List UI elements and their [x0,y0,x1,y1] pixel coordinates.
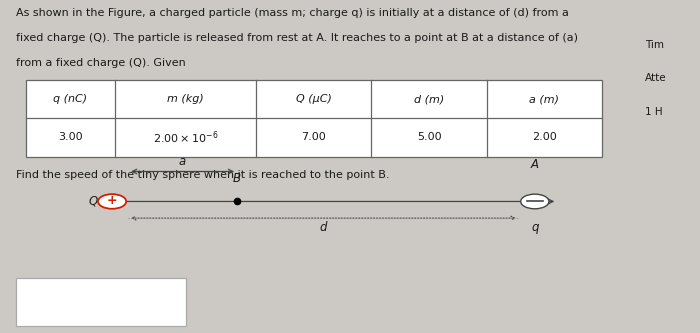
Text: Find the speed of the tiny sphere when it is reached to the point B.: Find the speed of the tiny sphere when i… [16,170,389,180]
Text: from a fixed charge (Q). Given: from a fixed charge (Q). Given [16,58,186,68]
Text: 7.00: 7.00 [302,132,326,143]
Text: As shown in the Figure, a charged particle (mass m; charge q) is initially at a : As shown in the Figure, a charged partic… [16,8,569,18]
Text: m (kg): m (kg) [167,94,204,104]
Text: d: d [320,221,327,234]
Text: 3.00: 3.00 [58,132,83,143]
Text: Tim: Tim [645,40,664,50]
Text: 2.00: 2.00 [532,132,556,143]
Text: $2.00\times10^{-6}$: $2.00\times10^{-6}$ [153,129,218,146]
Bar [16,278,186,326]
Text: d (m): d (m) [414,94,444,104]
Bar [26,80,602,157]
Text: B: B [233,172,241,185]
Circle shape [521,194,549,209]
Text: q: q [531,221,538,234]
Text: fixed charge (Q). The particle is released from rest at A. It reaches to a point: fixed charge (Q). The particle is releas… [16,33,578,43]
Circle shape [98,194,126,209]
Text: 5.00: 5.00 [416,132,442,143]
Text: a (m): a (m) [529,94,559,104]
Text: 1 H: 1 H [645,107,663,117]
Text: a: a [179,155,186,168]
Text: Q (μC): Q (μC) [296,94,332,104]
Text: Atte: Atte [645,73,667,83]
Text: q (nC): q (nC) [53,94,88,104]
Text: +: + [107,194,118,207]
Text: A: A [531,159,539,171]
Text: Q: Q [89,195,98,208]
